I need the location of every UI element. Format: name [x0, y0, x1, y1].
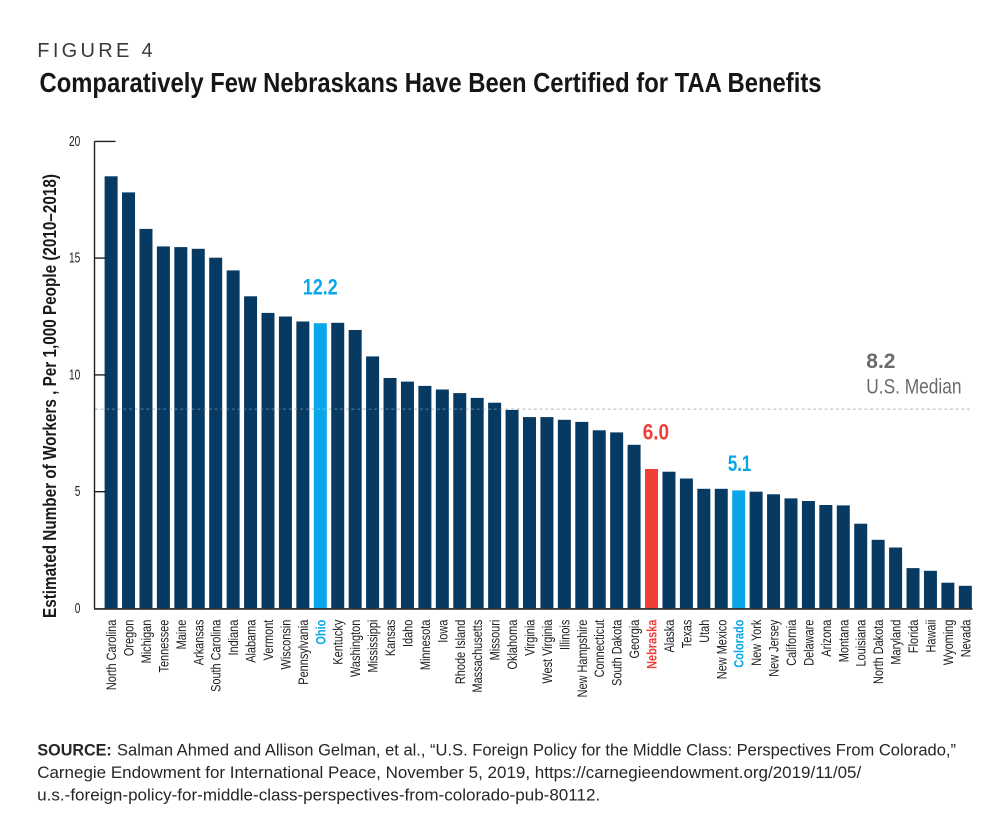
svg-text:Comparatively Few Nebraskans H: Comparatively Few Nebraskans Have Been C… — [40, 67, 822, 98]
svg-text:Arizona: Arizona — [818, 620, 834, 657]
svg-text:Utah: Utah — [696, 620, 712, 643]
svg-text:Washington: Washington — [347, 620, 363, 677]
svg-text:Carnegie Endowment for Interna: Carnegie Endowment for International Pea… — [37, 763, 861, 782]
svg-text:Illinois: Illinois — [556, 620, 572, 650]
svg-text:Georgia: Georgia — [626, 620, 642, 659]
svg-text:New Mexico: New Mexico — [713, 620, 729, 680]
svg-text:Oregon: Oregon — [121, 620, 137, 656]
svg-text:Delaware: Delaware — [800, 620, 816, 666]
svg-text:Alabama: Alabama — [243, 620, 259, 663]
svg-text:20: 20 — [69, 133, 80, 150]
svg-text:Louisiana: Louisiana — [853, 620, 869, 667]
svg-text:0: 0 — [75, 600, 81, 617]
svg-text:Arkansas: Arkansas — [190, 620, 206, 666]
svg-text:Wisconsin: Wisconsin — [277, 620, 293, 670]
svg-text:New York: New York — [748, 619, 764, 666]
svg-text:Estimated Number of Workers ,: Estimated Number of Workers , Per 1,000 … — [39, 174, 60, 618]
svg-text:Michigan: Michigan — [138, 620, 154, 664]
svg-text:California: California — [783, 620, 799, 666]
svg-text:Alaska: Alaska — [661, 620, 677, 653]
svg-text:5: 5 — [75, 483, 81, 500]
svg-text:Ohio: Ohio — [312, 620, 328, 645]
svg-text:Minnesota: Minnesota — [417, 620, 433, 671]
svg-text:Pennsylvania: Pennsylvania — [295, 620, 311, 685]
svg-text:Oklahoma: Oklahoma — [504, 620, 520, 670]
svg-text:South Carolina: South Carolina — [208, 620, 224, 692]
svg-text:North Carolina: North Carolina — [103, 620, 119, 691]
svg-text:Connecticut: Connecticut — [591, 620, 607, 678]
svg-text:Nebraska: Nebraska — [644, 620, 660, 669]
svg-text:Vermont: Vermont — [260, 620, 276, 661]
svg-text:Kentucky: Kentucky — [330, 620, 346, 665]
svg-text:North Dakota: North Dakota — [870, 620, 886, 684]
svg-text:Kansas: Kansas — [382, 620, 398, 656]
svg-text:u.s.-foreign-policy-for-middle: u.s.-foreign-policy-for-middle-class-per… — [37, 786, 600, 805]
svg-text:Texas: Texas — [678, 620, 694, 649]
svg-text:SOURCE:: SOURCE: — [37, 741, 111, 760]
svg-text:Indiana: Indiana — [225, 620, 241, 656]
svg-text:Maryland: Maryland — [888, 620, 904, 665]
svg-text:Hawaii: Hawaii — [922, 620, 938, 653]
svg-text:West Virginia: West Virginia — [539, 620, 555, 684]
svg-text:Colorado: Colorado — [731, 620, 747, 668]
svg-text:New Jersey: New Jersey — [766, 620, 782, 677]
svg-text:Massachusetts: Massachusetts — [469, 620, 485, 693]
svg-text:U.S. Median: U.S. Median — [866, 374, 961, 398]
svg-text:Nevada: Nevada — [957, 620, 973, 658]
svg-text:Tennessee: Tennessee — [155, 620, 171, 673]
svg-text:12.2: 12.2 — [303, 274, 338, 299]
svg-text:Rhode Island: Rhode Island — [452, 620, 468, 684]
svg-text:8.2: 8.2 — [866, 350, 895, 373]
svg-text:10: 10 — [69, 366, 80, 383]
svg-text:FIGURE 4: FIGURE 4 — [37, 40, 156, 62]
svg-text:Maine: Maine — [173, 620, 189, 650]
svg-text:6.0: 6.0 — [643, 420, 669, 445]
svg-text:5.1: 5.1 — [728, 451, 751, 476]
svg-text:Florida: Florida — [905, 620, 921, 654]
svg-text:South Dakota: South Dakota — [609, 620, 625, 686]
svg-text:Missouri: Missouri — [487, 620, 503, 661]
svg-text:New Hampshire: New Hampshire — [574, 620, 590, 698]
svg-text:Virginia: Virginia — [521, 620, 537, 656]
svg-text:Mississippi: Mississippi — [365, 620, 381, 673]
svg-text:Idaho: Idaho — [399, 620, 415, 647]
svg-text:Iowa: Iowa — [434, 620, 450, 643]
svg-text:15: 15 — [69, 250, 80, 267]
svg-text:Salman Ahmed and Allison Gelma: Salman Ahmed and Allison Gelman, et al.,… — [117, 741, 956, 760]
svg-text:Wyoming: Wyoming — [940, 620, 956, 665]
svg-text:Montana: Montana — [835, 620, 851, 663]
